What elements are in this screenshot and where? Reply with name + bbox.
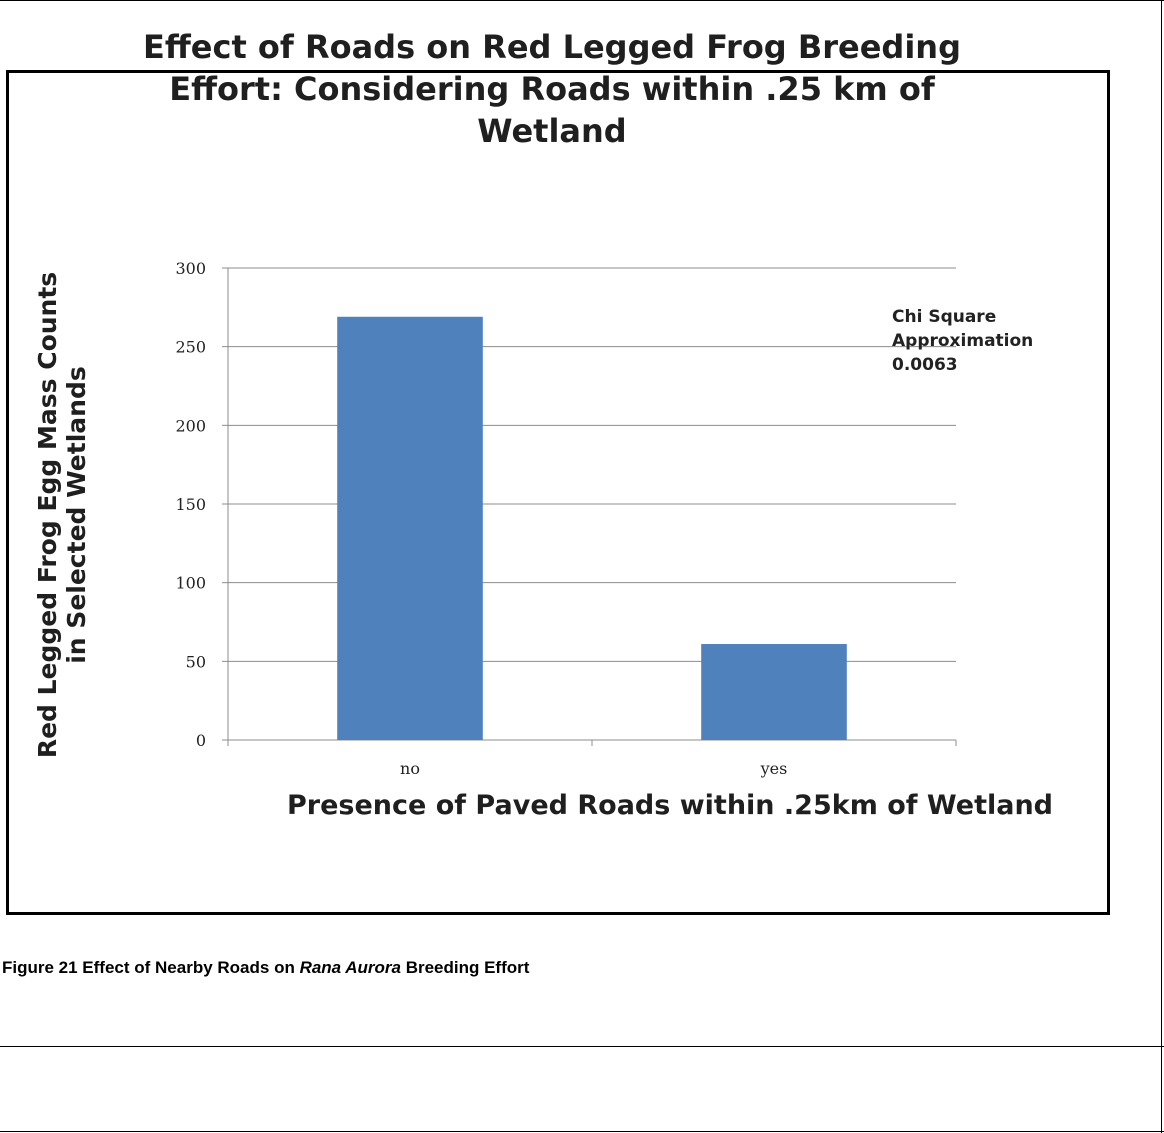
y-tick-label: 50 bbox=[186, 652, 206, 671]
chart-title: Effect of Roads on Red Legged Frog Breed… bbox=[40, 26, 1064, 152]
x-axis-label: Presence of Paved Roads within .25km of … bbox=[287, 790, 1053, 821]
chart-frame bbox=[6, 70, 1110, 915]
caption-suffix: Breeding Effort bbox=[400, 958, 530, 977]
y-tick-label: 250 bbox=[175, 338, 206, 357]
caption-species: Rana Aurora bbox=[299, 958, 401, 977]
chi-square-annotation: Chi Square Approximation 0.0063 bbox=[892, 305, 1033, 377]
chart-title-line-3: Wetland bbox=[477, 112, 627, 150]
annotation-line-3: 0.0063 bbox=[892, 355, 958, 375]
page-bottom-rule bbox=[0, 1131, 1164, 1132]
y-tick-label: 300 bbox=[175, 259, 206, 278]
page-top-rule bbox=[0, 0, 1164, 1]
figure-caption: Figure 21 Effect of Nearby Roads on Rana… bbox=[2, 958, 529, 978]
caption-prefix: Figure 21 Effect of Nearby Roads on bbox=[2, 958, 300, 977]
bar-yes bbox=[701, 644, 847, 740]
y-tick-label: 100 bbox=[175, 574, 206, 593]
page-right-rule bbox=[1161, 0, 1162, 1133]
y-tick-label: 200 bbox=[175, 416, 206, 435]
x-tick-label: no bbox=[400, 759, 420, 778]
bar-no bbox=[337, 316, 483, 740]
chart-title-line-1: Effect of Roads on Red Legged Frog Breed… bbox=[143, 28, 961, 66]
y-tick-label: 0 bbox=[196, 731, 206, 750]
annotation-line-2: Approximation bbox=[892, 331, 1034, 351]
chart-title-line-2: Effort: Considering Roads within .25 km … bbox=[169, 70, 935, 108]
y-tick-label: 150 bbox=[175, 495, 206, 514]
annotation-line-1: Chi Square bbox=[892, 307, 997, 327]
x-tick-label: yes bbox=[760, 759, 788, 778]
page-middle-rule bbox=[0, 1046, 1164, 1047]
